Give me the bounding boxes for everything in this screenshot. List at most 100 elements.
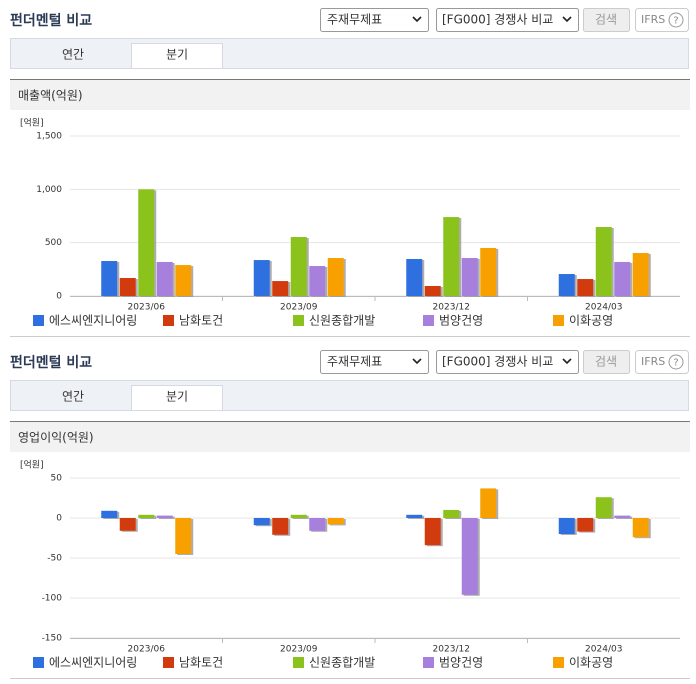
x-tick-label: 2023/09 (280, 303, 318, 313)
bar (614, 515, 631, 518)
select-arrow (412, 16, 422, 23)
search-button-text: 검색 (595, 355, 617, 369)
bar (443, 217, 460, 296)
bar (480, 248, 497, 296)
x-tick-label: 2023/06 (128, 303, 166, 313)
select-text: 주재무제표 (327, 13, 382, 27)
select-box[interactable] (320, 8, 429, 32)
x-tick-label: 2024/03 (585, 303, 622, 313)
legend-label: 범양건영 (439, 656, 483, 670)
legend-swatch (553, 315, 564, 326)
search-button[interactable] (583, 350, 630, 374)
bar (290, 514, 307, 518)
tab[interactable]: 연간 (62, 48, 84, 62)
select-arrow (412, 358, 422, 365)
bar (175, 518, 192, 554)
bar (101, 261, 118, 296)
panel-title: 펀더멘털 비교 (10, 12, 92, 29)
bar (595, 226, 612, 296)
bar (253, 518, 270, 526)
bar (309, 518, 326, 531)
select-box[interactable] (436, 350, 579, 374)
bar (558, 518, 575, 534)
legend-label: 신원종합개발 (309, 314, 375, 328)
section-header (10, 422, 690, 452)
bar (253, 260, 270, 296)
bar (138, 189, 155, 296)
x-tick-label: 2024/03 (585, 645, 622, 655)
bar (558, 274, 575, 296)
bar (480, 488, 497, 518)
y-tick-label: 500 (45, 238, 62, 248)
tab[interactable]: 연간 (62, 390, 84, 404)
select-text: [FG000] 경쟁사 비교 (442, 355, 553, 369)
search-button-text: 검색 (595, 13, 617, 27)
bar (632, 253, 649, 296)
bar (309, 266, 326, 296)
bar (156, 515, 173, 518)
bar (119, 518, 136, 531)
x-tick-label: 2023/06 (128, 645, 166, 655)
y-tick-label: -50 (47, 554, 62, 564)
y-tick-label: 50 (51, 474, 63, 484)
legend-label: 에스씨엔지니어링 (49, 314, 137, 328)
y-tick-label: 0 (56, 514, 62, 524)
x-tick-label: 2023/12 (433, 303, 470, 313)
x-tick-label: 2023/09 (280, 645, 318, 655)
select-arrow (562, 358, 572, 365)
legend-swatch (293, 315, 304, 326)
bar (101, 510, 118, 518)
y-tick-label: -150 (42, 634, 63, 644)
bar (119, 277, 136, 296)
select-text: 주재무제표 (327, 355, 382, 369)
tab[interactable]: 분기 (166, 48, 188, 62)
legend-label: 신원종합개발 (309, 656, 375, 670)
bar (272, 281, 289, 296)
bar (424, 285, 441, 296)
bar (156, 261, 173, 296)
select-box[interactable] (320, 350, 429, 374)
legend-swatch (33, 657, 44, 668)
legend-label: 남화토건 (179, 656, 223, 670)
y-tick-label: 1,000 (36, 185, 62, 195)
y-tick-label: 1,500 (36, 132, 62, 142)
legend-label: 에스씨엔지니어링 (49, 656, 137, 670)
bar (327, 518, 344, 525)
legend-swatch (163, 315, 174, 326)
bar (577, 518, 594, 532)
x-tick-label: 2023/12 (433, 645, 470, 655)
bar (406, 258, 423, 296)
bar (461, 518, 478, 595)
y-tick-label: 0 (56, 292, 62, 302)
select-text: [FG000] 경쟁사 비교 (442, 13, 553, 27)
bar (272, 518, 289, 535)
legend-swatch (163, 657, 174, 668)
unit-label: [억원] (20, 117, 44, 129)
chart-title: 영업이익(억원) (18, 431, 94, 445)
legend-label: 남화토건 (179, 314, 223, 328)
legend-swatch (423, 315, 434, 326)
bar (614, 261, 631, 296)
search-button[interactable] (583, 8, 630, 32)
legend-label: 이화공영 (569, 314, 613, 328)
legend-swatch (293, 657, 304, 668)
bar (577, 279, 594, 296)
bar (327, 258, 344, 296)
bar (175, 265, 192, 296)
tab-active[interactable] (131, 385, 223, 411)
help-icon[interactable] (668, 354, 684, 370)
tab[interactable]: 분기 (166, 390, 188, 404)
legend-swatch (553, 657, 564, 668)
bar (461, 258, 478, 296)
tab-bar (10, 38, 689, 69)
bar (632, 518, 649, 538)
tab-active[interactable] (131, 43, 223, 69)
bar (138, 514, 155, 518)
ifrs-text: IFRS (641, 355, 665, 368)
legend-label: 범양건영 (439, 314, 483, 328)
select-box[interactable] (436, 8, 579, 32)
bar (443, 510, 460, 518)
help-icon[interactable] (668, 12, 684, 28)
help-text: ? (673, 358, 678, 369)
help-text: ? (673, 16, 678, 27)
